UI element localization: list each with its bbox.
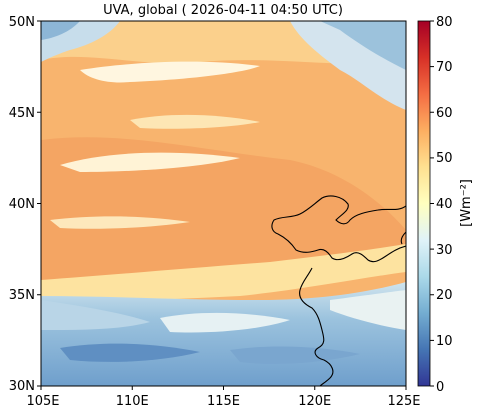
south-cloud-1: [41, 300, 150, 330]
transition-band: [41, 244, 406, 304]
x-tick-label: 120E: [298, 394, 331, 409]
y-axis: 30N 35N 40N 45N 50N: [9, 15, 41, 394]
colorbar-ticks: 0 10 20 30 40 50 60 70 80: [430, 15, 453, 395]
colorbar-tick-label: 80: [436, 15, 453, 30]
colorbar-tick-label: 0: [436, 380, 444, 395]
y-tick-label: 45N: [9, 106, 35, 121]
cloud-streak-4: [50, 216, 190, 229]
colorbar-tick-label: 40: [436, 197, 453, 212]
cloud-streak-2: [130, 114, 260, 129]
south-cloud-4: [230, 346, 360, 364]
south-cloud-2: [160, 312, 290, 333]
colorbar-gradient: [417, 20, 431, 387]
y-tick-label: 40N: [9, 197, 35, 212]
cloud-streak-1: [80, 61, 260, 83]
south-cloud-3: [60, 343, 200, 362]
colorbar-tick-label: 60: [436, 106, 453, 121]
orange-core: [41, 137, 406, 292]
colorbar: 0 10 20 30 40 50 60 70 80 [Wm⁻²]: [417, 15, 474, 395]
northwest-cloud-core: [41, 21, 80, 40]
x-tick-label: 115E: [207, 394, 240, 409]
coastline: [271, 195, 406, 386]
cloud-streak-3: [60, 152, 240, 172]
y-tick-label: 30N: [9, 379, 35, 394]
y-tick-label: 35N: [9, 288, 35, 303]
x-tick-label: 125E: [387, 394, 420, 409]
colorbar-tick-label: 30: [436, 243, 453, 258]
colorbar-label: [Wm⁻²]: [459, 179, 474, 227]
colorbar-tick-label: 50: [436, 151, 453, 166]
northeast-cloud-core: [320, 21, 406, 70]
colorbar-tick-label: 10: [436, 334, 453, 349]
south-cloud-5: [330, 290, 406, 330]
x-tick-label: 105E: [26, 394, 59, 409]
uva-field: [41, 21, 406, 386]
colorbar-tick-label: 70: [436, 60, 453, 75]
x-axis: 105E 110E 115E 120E 125E: [26, 386, 421, 409]
colorbar-tick-label: 20: [436, 288, 453, 303]
y-tick-label: 50N: [9, 15, 35, 30]
x-tick-label: 110E: [116, 394, 149, 409]
map-title: UVA, global ( 2026-04-11 04:50 UTC): [103, 3, 343, 18]
